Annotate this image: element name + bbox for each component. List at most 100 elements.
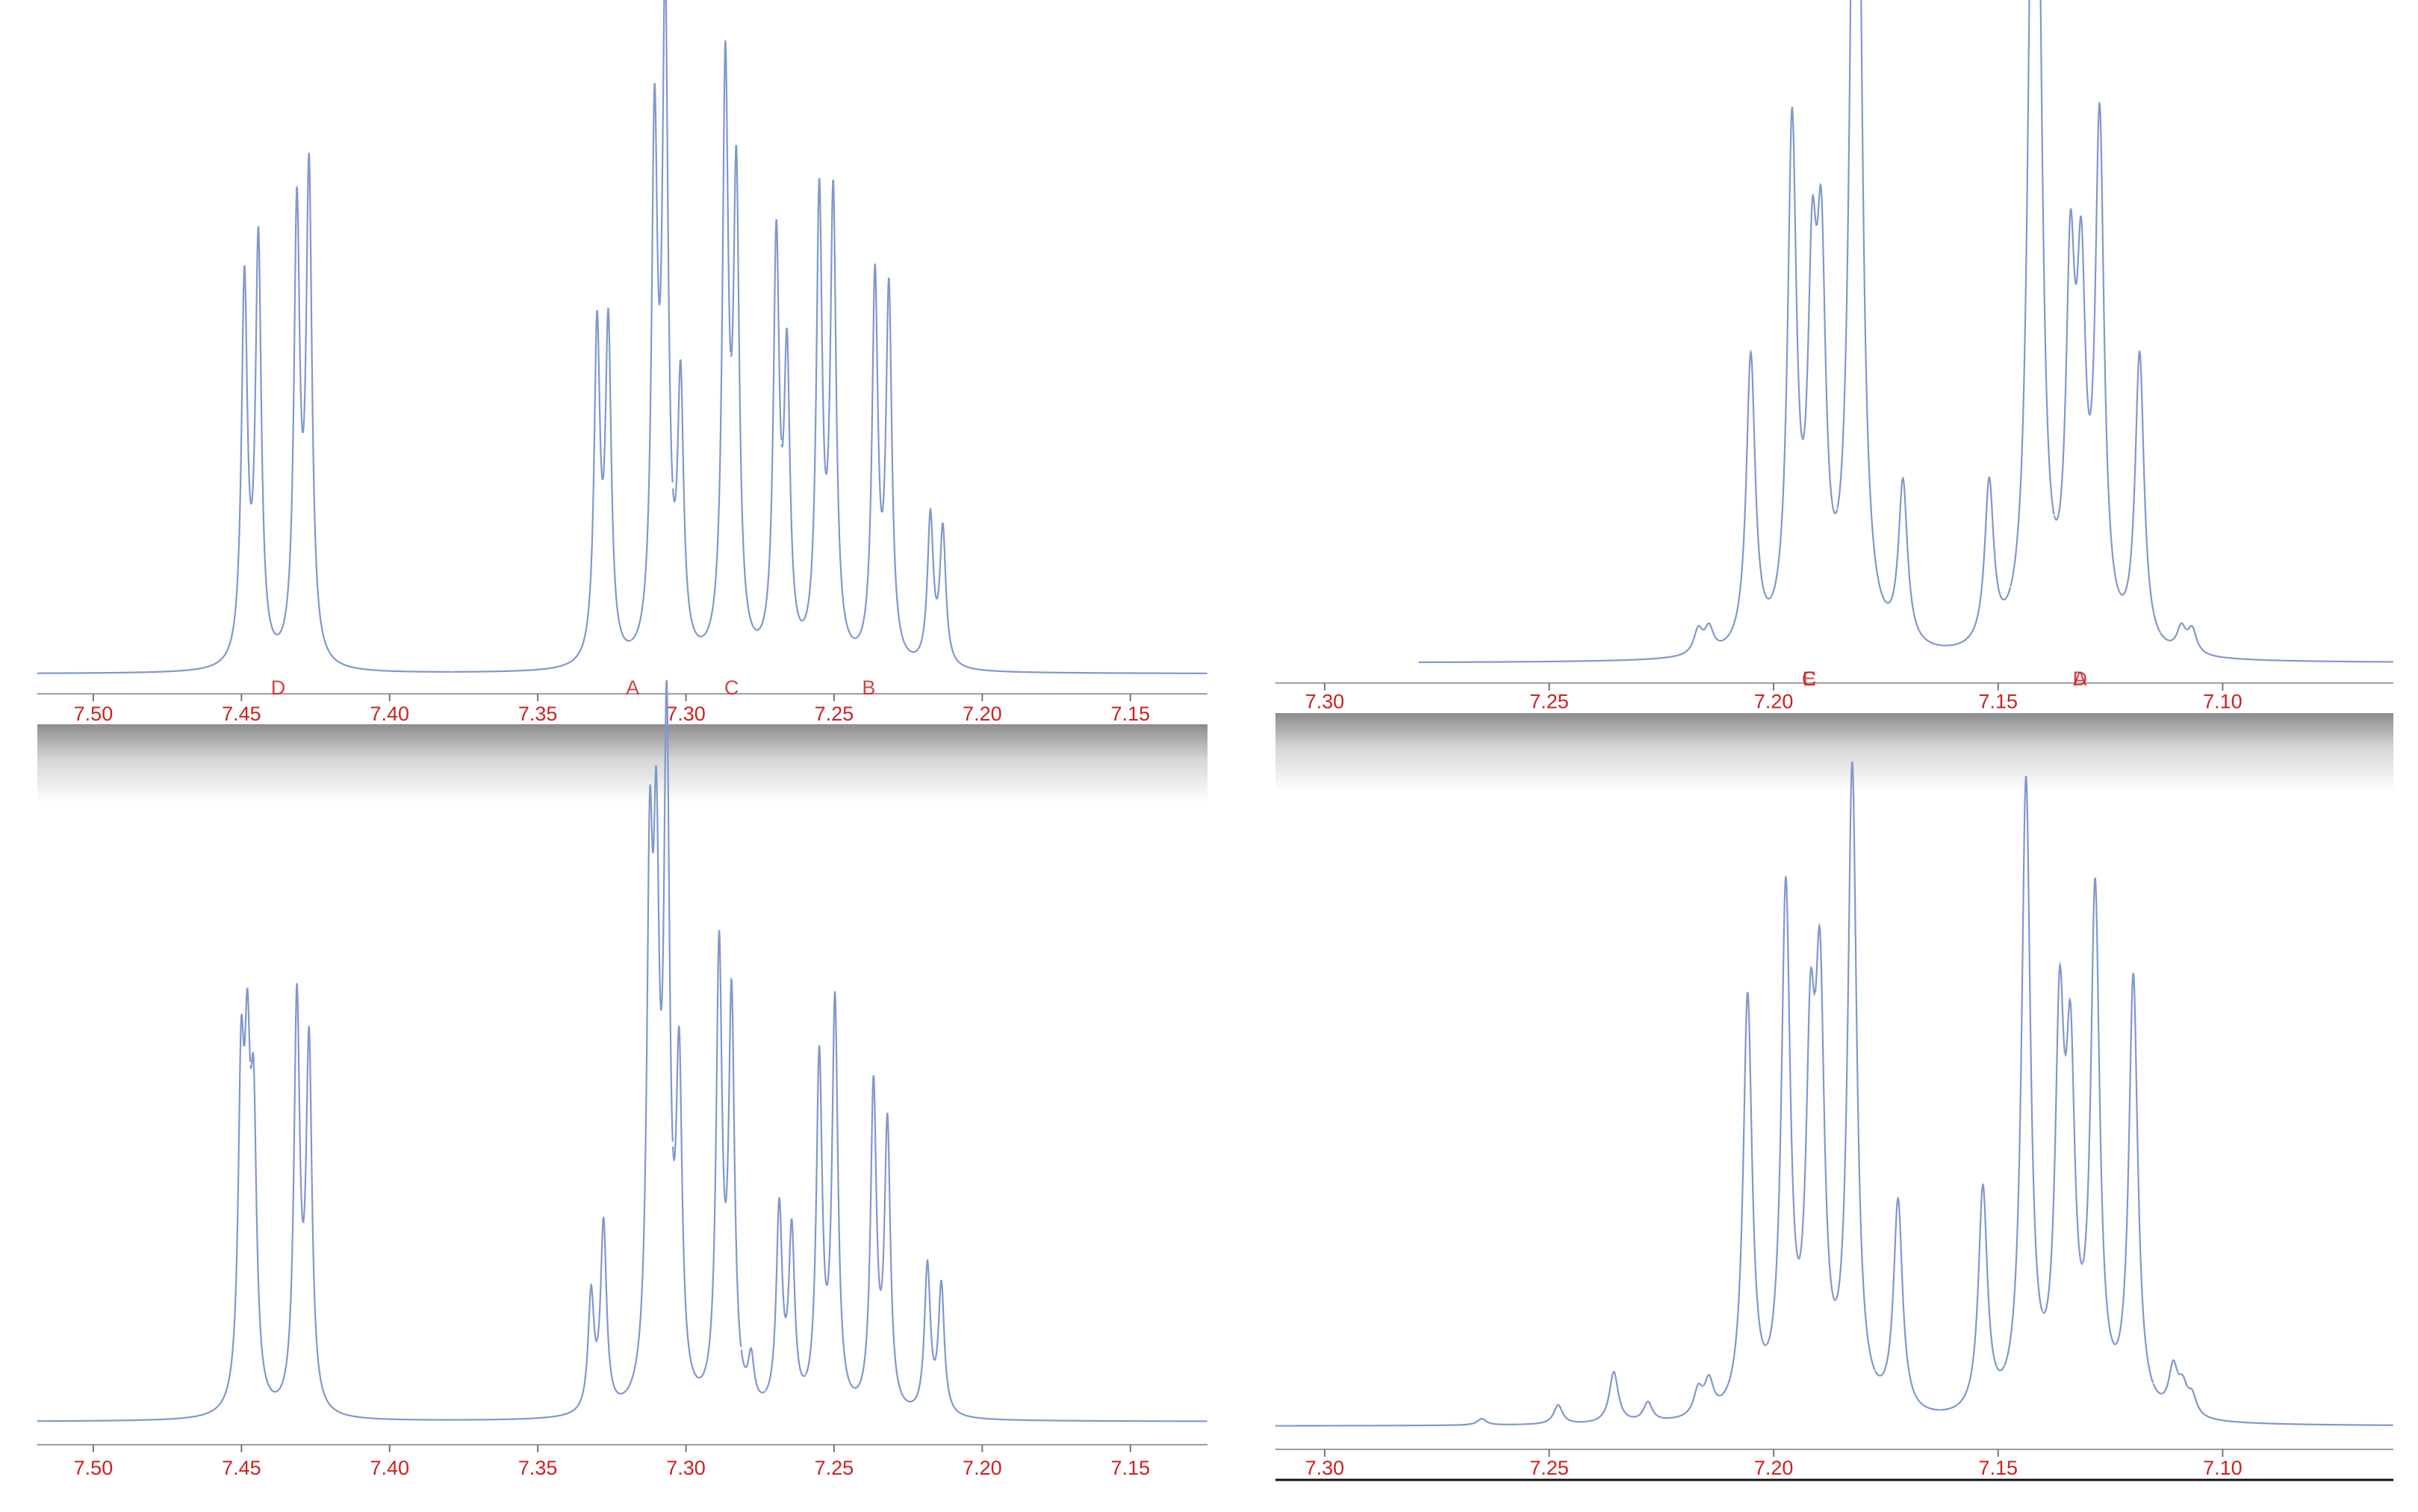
peak: [2075, 215, 2092, 417]
peak: [302, 1026, 450, 1421]
x-tick-label: 7.25: [1529, 1457, 1569, 1479]
peak: [702, 40, 732, 637]
peak: [854, 263, 883, 639]
peak: [880, 1113, 908, 1401]
peak: [2004, 776, 2044, 1366]
x-tick-label: 7.30: [666, 703, 706, 725]
peak: [1703, 1374, 1729, 1397]
peak-annotation: E: [1803, 668, 1816, 690]
x-tick-label: 7.15: [1978, 691, 2018, 713]
peak: [596, 1216, 627, 1395]
peak: [1673, 1382, 1704, 1419]
x-tick-label: 7.30: [666, 1457, 706, 1479]
peak: [730, 144, 757, 631]
peak: [275, 983, 304, 1393]
peak: [1836, 0, 1852, 509]
x-tick-label: 7.20: [963, 1457, 1002, 1479]
peak: [1765, 876, 1799, 1345]
peak: [2039, 0, 2055, 515]
peak: [1874, 1196, 1941, 1411]
peak: [854, 1074, 881, 1389]
peak: [764, 1197, 786, 1392]
peak: [1880, 476, 1946, 647]
x-tick-label: 7.25: [815, 703, 854, 725]
peak: [2053, 208, 2077, 521]
peak: [936, 522, 1208, 674]
peak-annotation: A: [626, 676, 639, 699]
x-tick-label: 7.20: [1754, 1457, 1794, 1479]
peak: [1860, 0, 1882, 590]
peak: [1275, 1417, 1520, 1427]
peak: [804, 1045, 828, 1375]
peak: [785, 1218, 806, 1378]
peak: [881, 277, 910, 652]
peak: [1771, 106, 1803, 597]
x-tick-label: 7.45: [222, 1457, 261, 1479]
peak: [2113, 972, 2154, 1384]
peak: [277, 186, 304, 635]
peak: [2119, 349, 2161, 633]
peak: [450, 1282, 598, 1421]
peak: [2042, 962, 2066, 1314]
peak: [37, 1013, 246, 1422]
peak: [37, 265, 252, 674]
peak: [1630, 1400, 1673, 1419]
peak: [724, 977, 742, 1348]
peak: [2177, 1372, 2189, 1387]
peak: [453, 310, 603, 673]
x-tick-label: 7.50: [74, 703, 114, 725]
peak: [302, 152, 453, 673]
x-tick-label: 7.20: [963, 703, 1002, 725]
peak: [907, 1258, 936, 1403]
peak: [2160, 622, 2187, 641]
peak: [249, 1051, 276, 1393]
panel-divider: [37, 724, 1208, 803]
peak: [826, 991, 855, 1389]
peak: [1797, 965, 1816, 1260]
x-tick-label: 7.20: [1754, 691, 1794, 713]
peak: [1946, 476, 2012, 647]
x-tick-label: 7.35: [518, 703, 558, 725]
peak: [825, 179, 854, 639]
peak: [740, 1347, 765, 1394]
peak: [2187, 1386, 2393, 1426]
peak-annotation: D: [271, 676, 286, 699]
peak: [659, 0, 674, 483]
peak: [2152, 1359, 2179, 1395]
x-tick-label: 7.25: [815, 1457, 854, 1479]
x-tick-label: 7.50: [74, 1457, 114, 1479]
x-tick-label: 7.30: [1305, 691, 1345, 713]
peak-annotation: D: [2072, 668, 2087, 690]
peak: [1835, 761, 1876, 1371]
peak: [1703, 622, 1731, 642]
peak: [652, 765, 662, 1011]
peak: [780, 327, 804, 622]
peak: [1801, 193, 1818, 441]
x-tick-label: 7.40: [370, 1457, 409, 1479]
x-tick-label: 7.15: [1110, 703, 1150, 725]
peak-annotation: B: [862, 676, 875, 699]
peak: [1727, 992, 1768, 1384]
peak: [699, 930, 727, 1379]
x-tick-label: 7.15: [1110, 1457, 1150, 1479]
x-tick-label: 7.30: [1305, 1457, 1345, 1479]
x-tick-label: 7.10: [2203, 691, 2243, 713]
peak-annotation: C: [724, 676, 739, 699]
peak: [933, 1279, 1208, 1422]
peak: [630, 83, 661, 641]
peak-annotation: A: [2073, 668, 2086, 690]
x-tick-label: 7.10: [2203, 1457, 2243, 1479]
peak: [802, 178, 827, 621]
x-tick-label: 7.15: [1978, 1457, 2018, 1479]
peak: [671, 359, 703, 638]
peak: [1585, 1371, 1632, 1422]
peak: [671, 1025, 700, 1379]
peak: [1520, 1404, 1586, 1425]
x-tick-label: 7.35: [518, 1457, 558, 1479]
peak: [626, 784, 654, 1391]
peak: [1418, 625, 1704, 664]
x-tick-label: 7.40: [370, 703, 409, 725]
peak: [2089, 101, 2121, 593]
peak-annotation: C: [1802, 668, 1817, 690]
